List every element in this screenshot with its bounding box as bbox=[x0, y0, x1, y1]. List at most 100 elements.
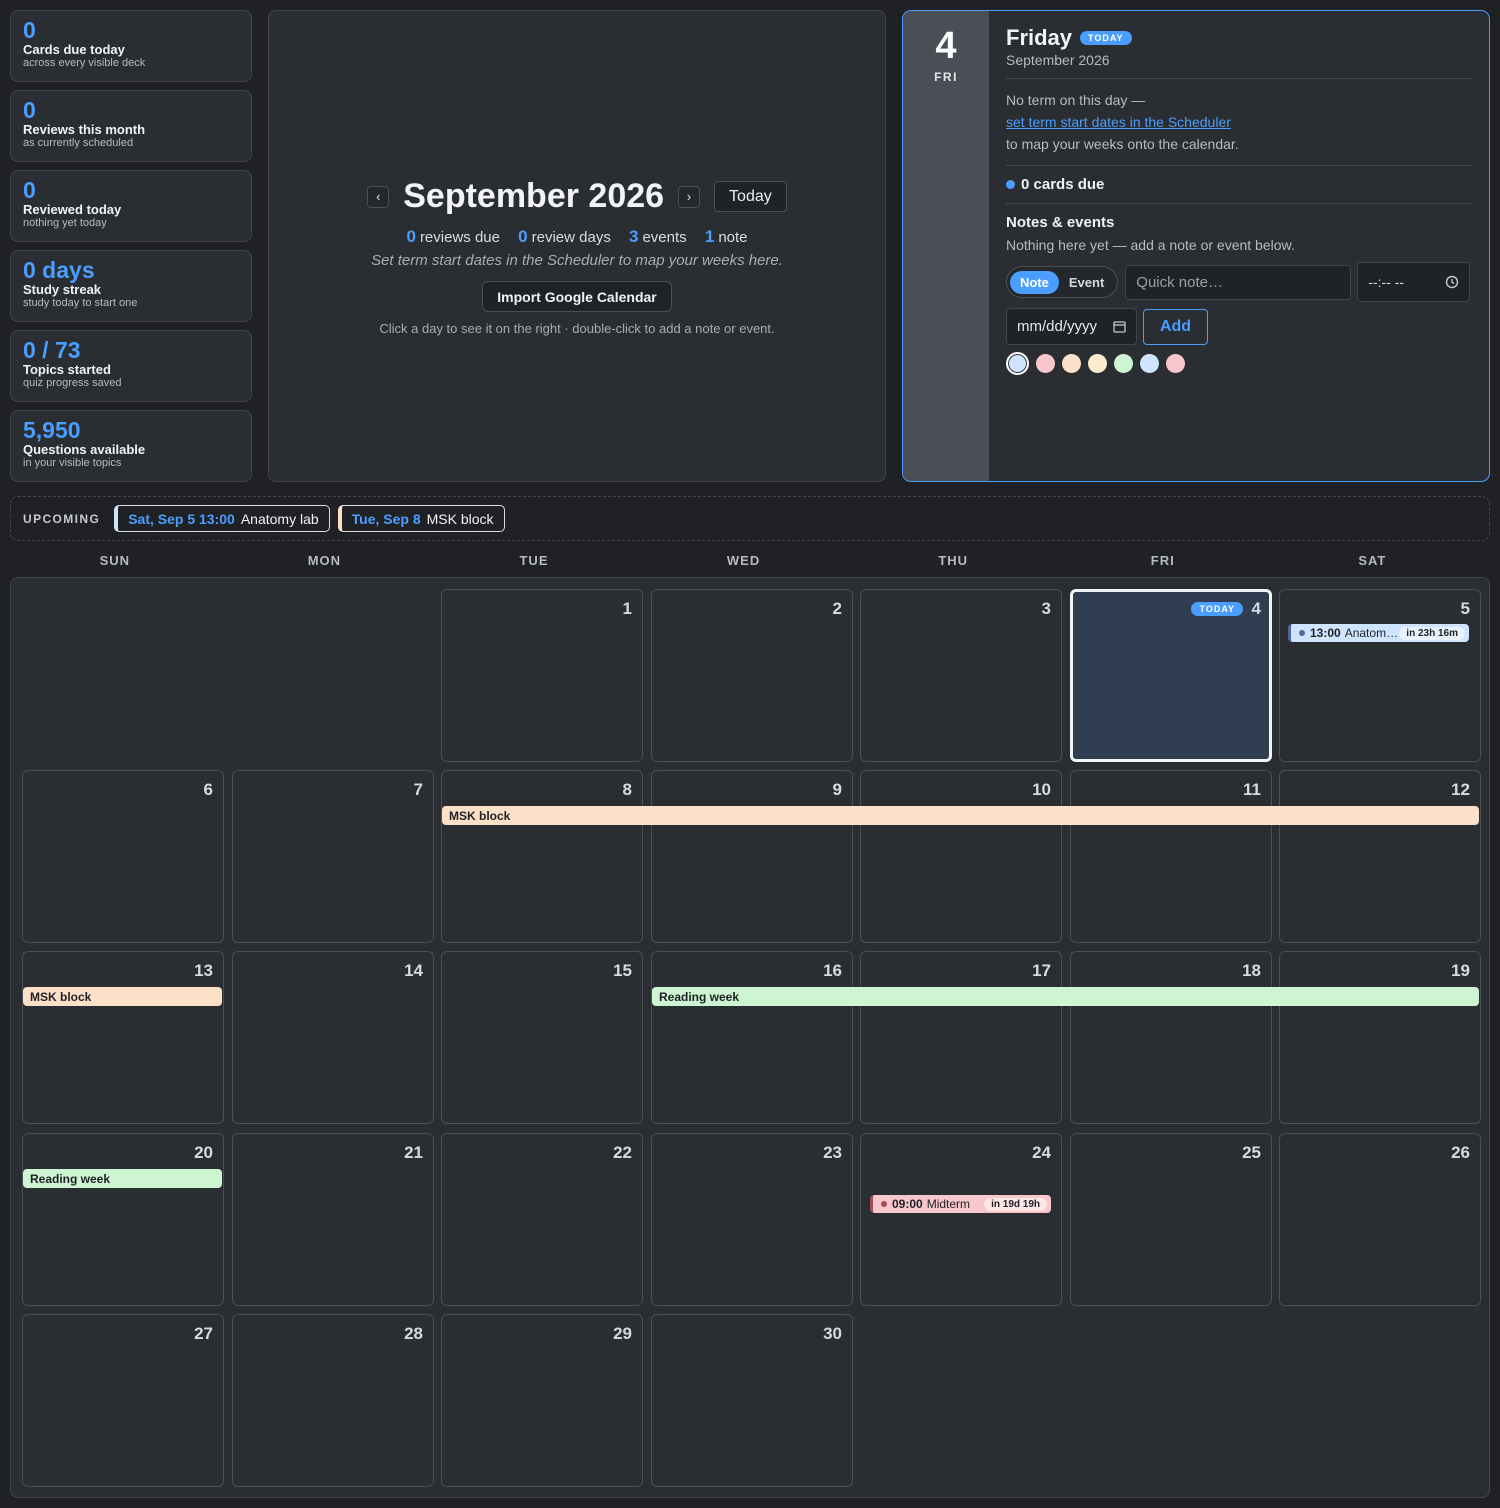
stat-label: Topics started bbox=[23, 362, 111, 377]
add-button[interactable]: Add bbox=[1143, 308, 1208, 345]
events-count: 3 bbox=[629, 227, 639, 246]
stat-sub: nothing yet today bbox=[23, 217, 107, 229]
stat-value: 0 days bbox=[23, 257, 95, 283]
stat-card-reviewed-today: 0 Reviewed today nothing yet today bbox=[10, 170, 252, 242]
day-cell[interactable]: 18 bbox=[1070, 951, 1272, 1124]
day-detail-panel: 4 FRI Friday TODAY September 2026 No ter… bbox=[902, 10, 1490, 482]
day-cell[interactable]: 7 bbox=[232, 770, 434, 943]
day-cell[interactable]: 15 bbox=[441, 951, 643, 1124]
day-cell[interactable]: 14 bbox=[232, 951, 434, 1124]
review-days-label: review days bbox=[531, 229, 611, 246]
event-name: Midterm bbox=[926, 1197, 971, 1211]
day-cell[interactable]: 29 bbox=[441, 1314, 643, 1487]
day-cell[interactable]: 26 bbox=[1279, 1133, 1481, 1306]
color-swatch[interactable] bbox=[1088, 354, 1107, 373]
day-cell[interactable]: 25 bbox=[1070, 1133, 1272, 1306]
today-badge: TODAY bbox=[1080, 31, 1132, 45]
scheduler-link[interactable]: set term start dates in the Scheduler bbox=[1006, 114, 1231, 130]
usage-hint: Click a day to see it on the right · dou… bbox=[379, 321, 775, 336]
day-cell-today[interactable]: 4 TODAY bbox=[1070, 589, 1272, 762]
stat-sub: quiz progress saved bbox=[23, 377, 122, 389]
day-cell[interactable]: 22 bbox=[441, 1133, 643, 1306]
reviews-due-count: 0 bbox=[406, 227, 416, 246]
day-cell[interactable]: 11 bbox=[1070, 770, 1272, 943]
day-cell[interactable]: 9 bbox=[651, 770, 853, 943]
color-swatch[interactable] bbox=[1062, 354, 1081, 373]
day-number: 7 bbox=[413, 780, 423, 799]
day-number: 30 bbox=[823, 1324, 842, 1343]
day-cell[interactable]: 8 bbox=[441, 770, 643, 943]
color-swatch[interactable] bbox=[1036, 354, 1055, 373]
stat-sub: in your visible topics bbox=[23, 457, 122, 469]
day-cell[interactable]: 10 bbox=[860, 770, 1062, 943]
time-input[interactable]: --:-- -- bbox=[1357, 262, 1471, 302]
day-number: 4 bbox=[935, 25, 957, 67]
stat-value: 0 bbox=[23, 177, 36, 203]
day-cell[interactable]: 16 bbox=[651, 951, 853, 1124]
day-number: 11 bbox=[1243, 780, 1261, 799]
day-cell[interactable]: 12 bbox=[1279, 770, 1481, 943]
month-summary: 0 reviews due 0 review days 3 events 1 note bbox=[269, 227, 885, 247]
multi-day-bar[interactable]: MSK block bbox=[23, 987, 222, 1006]
quick-note-input[interactable]: Quick note… bbox=[1125, 264, 1352, 300]
color-swatch[interactable] bbox=[1006, 352, 1029, 375]
weekday-label: SUN bbox=[99, 553, 131, 568]
cards-due-row: 0 cards due bbox=[1006, 176, 1471, 193]
event-name: Anatomy lab bbox=[1344, 626, 1400, 640]
upcoming-title: MSK block bbox=[426, 510, 494, 527]
weekday-label: TUE bbox=[519, 553, 549, 568]
day-cell[interactable]: 28 bbox=[232, 1314, 434, 1487]
day-cell[interactable]: 21 bbox=[232, 1133, 434, 1306]
prev-month-button[interactable]: ‹ bbox=[367, 185, 390, 208]
day-cell[interactable]: 23 bbox=[651, 1133, 853, 1306]
event-pill[interactable]: 09:00 Midterm in 19d 19h bbox=[870, 1195, 1051, 1213]
day-cell[interactable]: 19 bbox=[1279, 951, 1481, 1124]
day-cell[interactable]: 13 bbox=[22, 951, 224, 1124]
date-input[interactable]: mm/dd/yyyy bbox=[1006, 308, 1137, 345]
next-month-button[interactable]: › bbox=[678, 185, 701, 208]
day-number: 4 bbox=[1251, 599, 1261, 618]
day-cell[interactable]: 5 bbox=[1279, 589, 1481, 762]
today-button[interactable]: Today bbox=[714, 181, 787, 212]
tab-event[interactable]: Event bbox=[1068, 274, 1105, 290]
color-swatch[interactable] bbox=[1114, 354, 1133, 373]
color-swatch[interactable] bbox=[1140, 354, 1159, 373]
tab-note[interactable]: Note bbox=[1010, 270, 1059, 294]
day-cell[interactable]: 24 bbox=[860, 1133, 1062, 1306]
weekday-header: SUN MON TUE WED THU FRI SAT bbox=[10, 553, 1490, 568]
day-cell[interactable]: 6 bbox=[22, 770, 224, 943]
day-cell[interactable]: 2 bbox=[651, 589, 853, 762]
day-cell[interactable]: 17 bbox=[860, 951, 1062, 1124]
multi-day-bar[interactable]: MSK block bbox=[442, 806, 1479, 825]
notes-events-heading: Notes & events bbox=[1006, 214, 1115, 231]
event-time: 13:00 bbox=[1310, 626, 1341, 640]
map-weeks-text: to map your weeks onto the calendar. bbox=[1006, 136, 1239, 152]
color-swatch[interactable] bbox=[1166, 354, 1185, 373]
weekday-label: WED bbox=[726, 553, 761, 568]
multi-day-bar[interactable]: Reading week bbox=[23, 1169, 222, 1188]
day-number: 27 bbox=[194, 1324, 213, 1343]
multi-day-bar[interactable]: Reading week bbox=[652, 987, 1479, 1006]
day-cell[interactable]: 30 bbox=[651, 1314, 853, 1487]
day-cell[interactable]: 1 bbox=[441, 589, 643, 762]
day-number: 22 bbox=[613, 1143, 632, 1162]
upcoming-chip[interactable]: Tue, Sep 8 MSK block bbox=[337, 505, 505, 532]
upcoming-strip: UPCOMING Sat, Sep 5 13:00 Anatomy lab Tu… bbox=[10, 496, 1490, 541]
upcoming-chip[interactable]: Sat, Sep 5 13:00 Anatomy lab bbox=[114, 505, 330, 532]
today-badge: TODAY bbox=[1191, 602, 1243, 616]
day-number: 19 bbox=[1451, 961, 1470, 980]
stat-value: 0 / 73 bbox=[23, 337, 81, 363]
day-cell[interactable]: 20 bbox=[22, 1133, 224, 1306]
weekday-label: FRI bbox=[1150, 553, 1175, 568]
stat-label: Cards due today bbox=[23, 42, 125, 57]
weekday-label: SAT bbox=[1358, 553, 1387, 568]
day-cell[interactable]: 3 bbox=[860, 589, 1062, 762]
import-google-calendar-button[interactable]: Import Google Calendar bbox=[482, 281, 672, 312]
cards-due-text: 0 cards due bbox=[1021, 176, 1105, 193]
day-cell[interactable]: 27 bbox=[22, 1314, 224, 1487]
stat-card-study-streak: 0 days Study streak study today to start… bbox=[10, 250, 252, 322]
event-time: 09:00 bbox=[892, 1197, 923, 1211]
day-number: 29 bbox=[613, 1324, 632, 1343]
